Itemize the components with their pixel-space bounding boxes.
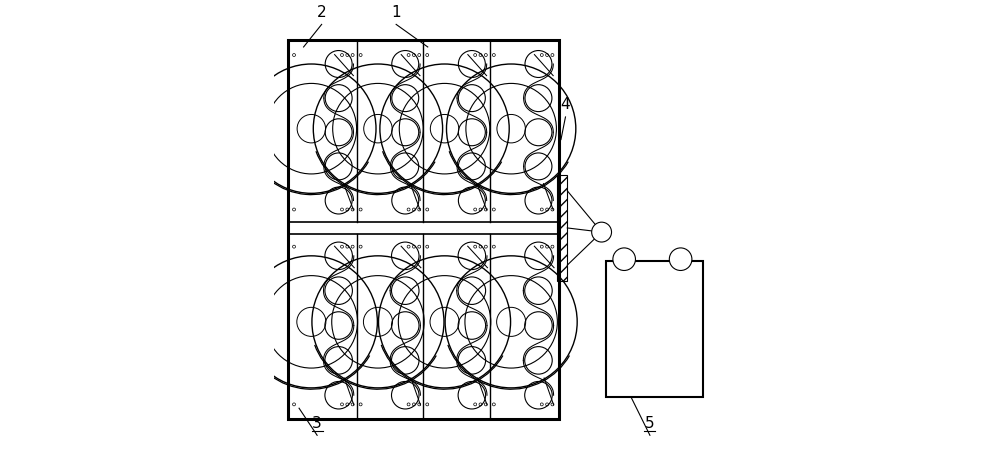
Circle shape (613, 248, 635, 271)
Circle shape (669, 248, 692, 271)
Bar (557, 175, 567, 281)
Text: 2: 2 (317, 5, 326, 20)
Bar (288, 40, 559, 420)
Text: 4: 4 (561, 97, 570, 112)
Text: 1: 1 (391, 5, 401, 20)
Text: 3: 3 (312, 416, 322, 431)
Circle shape (592, 222, 612, 242)
Text: 5: 5 (645, 416, 655, 431)
Bar (606, 261, 703, 397)
